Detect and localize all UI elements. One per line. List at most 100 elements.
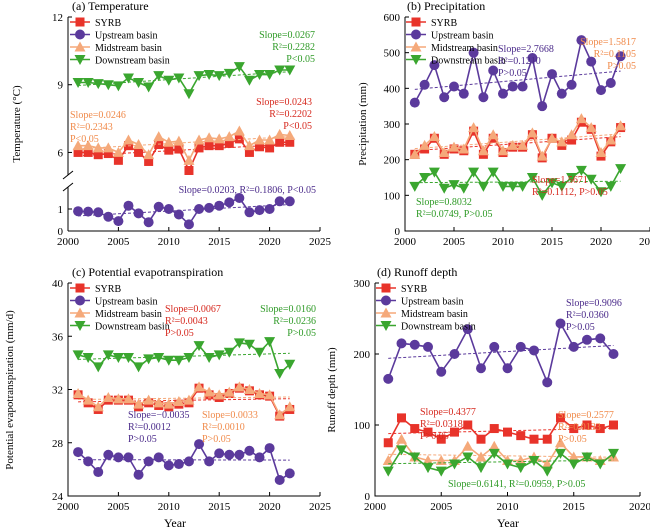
point-upstream-basin xyxy=(537,101,548,112)
point-downstream-basin xyxy=(264,337,276,348)
annotation-text: P>0.05 xyxy=(202,434,231,445)
point-downstream-basin xyxy=(507,181,519,192)
point-upstream-basin xyxy=(284,196,295,207)
series-syrb xyxy=(383,413,618,448)
x-tick-label: 2005 xyxy=(107,236,130,248)
point-syrb xyxy=(93,150,103,160)
point-upstream-basin xyxy=(113,216,124,227)
point-midstream-basin xyxy=(575,113,587,124)
point-midstream-basin xyxy=(458,143,470,154)
point-syrb xyxy=(234,134,244,144)
point-upstream-basin xyxy=(547,69,557,80)
point-downstream-basin xyxy=(468,167,480,178)
point-syrb xyxy=(204,141,214,151)
line-upstream-basin xyxy=(77,442,291,482)
point-midstream-basin xyxy=(409,148,421,159)
point-downstream-basin xyxy=(462,452,474,463)
point-syrb xyxy=(113,155,123,165)
y-tick-label: 40 xyxy=(52,278,64,290)
point-syrb xyxy=(194,143,204,153)
point-downstream-basin xyxy=(254,70,266,81)
legend-label-downstream-basin: Downstream basin xyxy=(401,322,476,333)
point-downstream-basin xyxy=(72,350,84,361)
annotation-text: P>0.05 xyxy=(165,328,194,339)
point-syrb xyxy=(224,138,234,148)
annotation-text: Slope=1.5817 xyxy=(580,37,636,48)
point-midstream-basin xyxy=(517,139,529,150)
x-tick-label: 2015 xyxy=(541,236,564,248)
point-upstream-basin xyxy=(244,445,255,456)
point-midstream-basin xyxy=(568,451,580,462)
legend-marker-downstream-basin xyxy=(380,321,392,331)
legend-label-upstream-basin: Upstream basin xyxy=(95,31,158,42)
point-upstream-basin xyxy=(83,206,94,217)
point-midstream-basin xyxy=(173,135,185,146)
legend-label-downstream-basin: Downstream basin xyxy=(431,56,506,67)
point-upstream-basin xyxy=(409,339,420,350)
point-upstream-basin xyxy=(133,469,144,480)
point-downstream-basin xyxy=(203,353,215,364)
point-downstream-basin xyxy=(183,353,195,364)
point-upstream-basin xyxy=(153,201,164,212)
point-midstream-basin xyxy=(243,140,255,151)
point-downstream-basin xyxy=(566,173,578,183)
point-upstream-basin xyxy=(409,97,420,108)
point-upstream-basin xyxy=(468,47,479,58)
x-tick-label: 2005 xyxy=(430,501,453,513)
point-midstream-basin xyxy=(193,134,205,145)
legend-marker-syrb xyxy=(75,17,85,27)
point-upstream-basin xyxy=(449,349,460,359)
legend-marker-midstream-basin xyxy=(380,307,392,318)
legend-label-midstream-basin: Midstream basin xyxy=(95,43,162,54)
panel-title: (a) Temperature xyxy=(72,0,149,13)
point-upstream-basin xyxy=(254,205,265,216)
point-upstream-basin xyxy=(555,318,566,329)
point-upstream-basin xyxy=(163,460,174,471)
point-upstream-basin xyxy=(204,456,215,467)
point-downstream-basin xyxy=(233,62,245,73)
point-midstream-basin xyxy=(122,393,134,404)
point-upstream-basin xyxy=(517,81,528,92)
x-tick-label: 2025 xyxy=(639,236,650,248)
point-midstream-basin xyxy=(595,147,607,158)
point-syrb xyxy=(265,143,275,153)
x-axis-label-left: Year xyxy=(164,516,186,530)
point-midstream-basin xyxy=(475,451,487,462)
point-downstream-basin xyxy=(528,456,540,466)
annotation-text: P>0.05 xyxy=(287,328,316,339)
point-midstream-basin xyxy=(428,130,440,141)
x-tick-label: 2000 xyxy=(57,501,80,513)
x-tick-label: 2000 xyxy=(57,236,80,248)
point-upstream-basin xyxy=(194,439,205,450)
point-upstream-basin xyxy=(615,51,626,62)
point-downstream-basin xyxy=(449,459,460,470)
point-midstream-basin xyxy=(419,139,431,150)
point-upstream-basin xyxy=(568,341,579,352)
point-downstream-basin xyxy=(193,341,205,352)
point-midstream-basin xyxy=(546,132,558,143)
point-midstream-basin xyxy=(82,394,94,405)
legend-marker-midstream-basin xyxy=(74,307,86,318)
trend-line-downstream-basin xyxy=(78,71,290,87)
point-downstream-basin xyxy=(133,77,145,88)
panel-title: (c) Potential evapotranspiration xyxy=(72,265,223,279)
point-upstream-basin xyxy=(576,35,587,46)
point-downstream-basin xyxy=(213,71,225,82)
annotation-downstream-basin: Slope=0.6141, R²=0.0959, P>0.05 xyxy=(448,479,585,490)
y-tick-label: 300 xyxy=(354,278,371,290)
point-midstream-basin xyxy=(153,131,165,142)
point-upstream-basin xyxy=(133,208,144,219)
x-tick-label: 2010 xyxy=(158,236,181,248)
x-tick-label: 2005 xyxy=(443,236,466,248)
legend-marker-downstream-basin xyxy=(74,321,86,331)
point-downstream-basin xyxy=(284,65,296,76)
y-tick-label: 100 xyxy=(354,420,371,432)
point-syrb xyxy=(463,420,473,430)
point-downstream-basin xyxy=(448,180,460,191)
point-downstream-basin xyxy=(594,459,606,470)
